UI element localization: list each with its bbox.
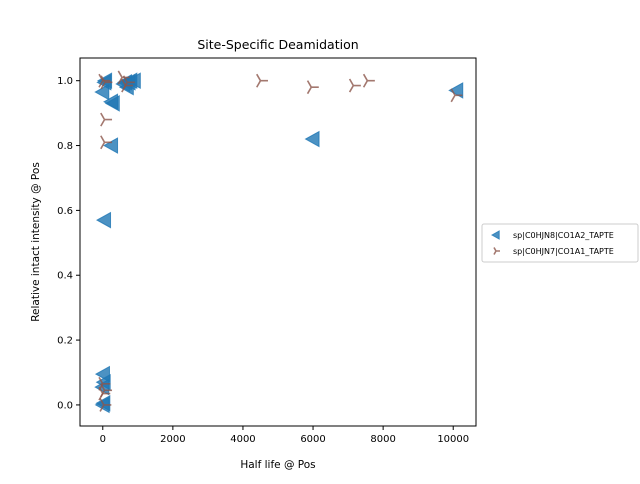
legend: sp|C0HJN8|CO1A2_TAPTE sp|C0HJN7|CO1A1_TAP… [481,223,639,263]
plot-area: 0 2000 4000 6000 8000 10000 0.0 0.2 0.4 0.6 0.8 1.… [57,57,477,445]
series-1-point [304,130,320,148]
y-tick-label: 0.0 [57,400,73,411]
points-layer [94,70,464,414]
legend-label-2: sp|C0HJN7|CO1A1_TAPTE [513,247,614,256]
x-tick-label: 6000 [300,434,325,445]
legend-label-1: sp|C0HJN8|CO1A2_TAPTE [513,231,614,240]
legend-frame [481,223,639,263]
series-2-point [100,135,113,150]
x-tick-label: 8000 [370,434,395,445]
legend-entry-2: sp|C0HJN7|CO1A1_TAPTE [493,247,614,256]
series-2-point [256,73,268,88]
y-tick-label: 0.2 [57,336,73,347]
x-axis-ticks: 0 2000 4000 6000 8000 10000 [100,426,469,445]
x-tick-label: 4000 [230,434,255,445]
series-2-point [306,80,319,95]
chart-title: Site-Specific Deamidation [197,37,358,52]
x-tick-label: 10000 [437,434,469,445]
y-tick-label: 0.8 [57,141,73,152]
series-2-point [117,70,130,85]
plot-frame [79,57,477,427]
series-2-point [100,112,113,127]
legend-entry-1: sp|C0HJN8|CO1A2_TAPTE [490,230,614,240]
series-1-point [96,211,112,229]
series-2-point [122,75,135,90]
y-axis-label: Relative intact intensity @ Pos [30,162,42,322]
y-tick-label: 1.0 [57,76,73,87]
series-2-point [450,88,463,103]
series-2-point [348,78,361,93]
series-2-point [362,73,375,88]
x-axis-label: Half life @ Pos [240,459,315,471]
series-1-point [103,93,119,111]
series-2-point [100,75,113,90]
x-tick-label: 2000 [160,434,185,445]
series-1-point [448,82,464,99]
legend-marker-2 [493,247,500,255]
y-tick-label: 0.6 [57,206,73,217]
y-tick-label: 0.4 [57,271,73,282]
y-axis-ticks: 0.0 0.2 0.4 0.6 0.8 1.0 [57,76,80,411]
legend-marker-1 [490,230,500,240]
series-2-point [99,398,112,412]
x-tick-label: 0 [100,434,106,445]
